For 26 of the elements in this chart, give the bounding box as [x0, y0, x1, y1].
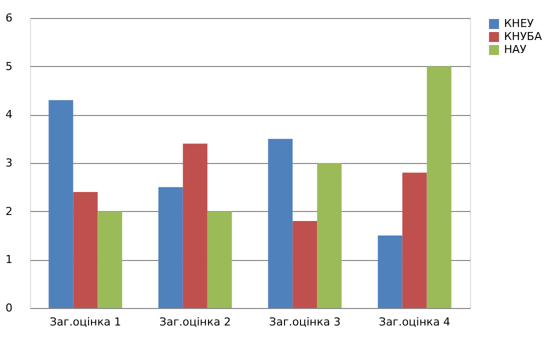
- x-tick-label: Заг.оцінка 2: [159, 316, 231, 328]
- bar: [378, 236, 402, 308]
- y-tick-label: 2: [6, 204, 12, 218]
- y-tick-label: 3: [6, 156, 12, 170]
- bar: [268, 138, 293, 308]
- legend-label: КНУБА: [504, 30, 542, 43]
- x-tick-label: Заг.оцінка 1: [50, 316, 122, 328]
- y-tick-label: 4: [6, 108, 12, 122]
- bar: [317, 163, 342, 308]
- x-tick-label: Заг.оцінка 3: [269, 316, 341, 328]
- bar: [292, 221, 318, 308]
- bar: [182, 144, 208, 308]
- bar: [48, 100, 74, 308]
- y-tick-label: 5: [6, 60, 12, 73]
- bar: [426, 66, 452, 308]
- bar: [98, 211, 122, 308]
- bar: [158, 187, 183, 308]
- legend-label: НАУ: [504, 43, 527, 56]
- x-tick-label: Заг.оцінка 4: [378, 316, 450, 328]
- bar: [73, 192, 98, 308]
- y-tick-label: 1: [6, 253, 12, 266]
- legend-label: КНЕУ: [504, 17, 534, 30]
- bar: [207, 211, 232, 308]
- y-tick-label: 6: [6, 12, 12, 24]
- bar: [402, 172, 427, 308]
- y-tick-label: 0: [6, 302, 12, 314]
